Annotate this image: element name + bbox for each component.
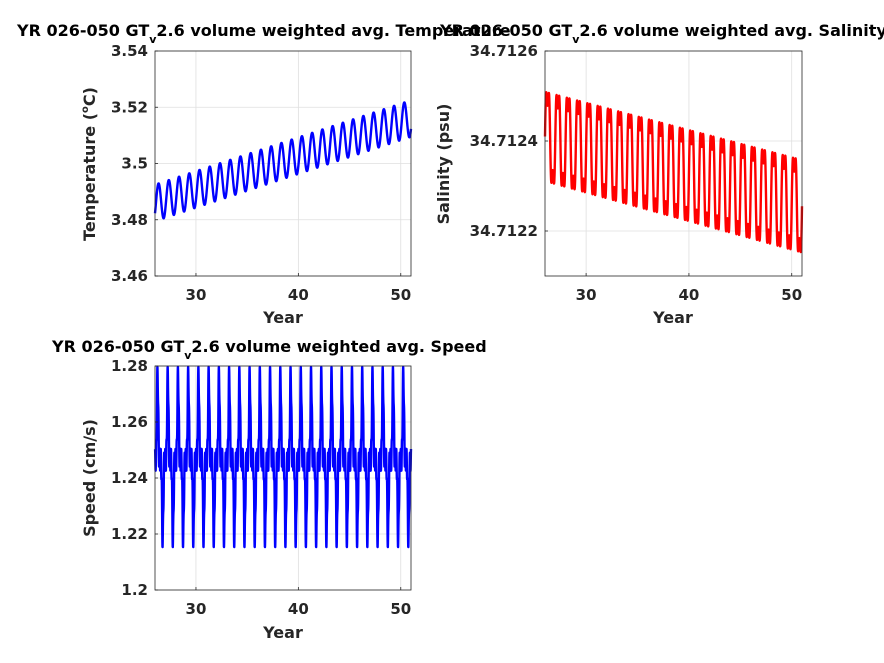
speed-series-line (153, 365, 413, 549)
temperature-ylabel: Temperature (oC) (80, 87, 99, 241)
temperature-xtick-label: 50 (390, 286, 411, 304)
salinity-xtick-label: 40 (678, 286, 699, 304)
speed-ytick-label: 1.24 (111, 469, 148, 487)
speed-panel: YR 026-050 GTv2.6 volume weighted avg. S… (51, 337, 487, 642)
temperature-xlabel: Year (262, 308, 303, 327)
temperature-ytick-label: 3.48 (111, 211, 148, 229)
speed-title: YR 026-050 GTv2.6 volume weighted avg. S… (51, 337, 487, 362)
salinity-xtick-label: 50 (781, 286, 802, 304)
salinity-ytick-label: 34.7126 (470, 42, 538, 60)
temperature-ytick-label: 3.54 (111, 42, 148, 60)
speed-xtick-label: 50 (390, 600, 411, 618)
temperature-ytick-label: 3.5 (121, 155, 148, 173)
salinity-xlabel: Year (652, 308, 693, 327)
salinity-series-line (543, 91, 804, 254)
temperature-ytick-label: 3.52 (111, 98, 148, 116)
temperature-xtick-label: 30 (186, 286, 207, 304)
speed-ytick-label: 1.22 (111, 525, 148, 543)
salinity-panel: YR 026-050 GTv2.6 volume weighted avg. S… (434, 21, 884, 327)
speed-ylabel: Speed (cm/s) (80, 419, 99, 537)
temperature-panel: YR 026-050 GTv2.6 volume weighted avg. T… (16, 21, 511, 327)
temperature-axes-frame (154, 50, 412, 277)
salinity-xtick-label: 30 (576, 286, 597, 304)
salinity-title: YR 026-050 GTv2.6 volume weighted avg. S… (439, 21, 884, 46)
speed-ytick-label: 1.26 (111, 413, 148, 431)
temperature-series-line (153, 101, 413, 220)
temperature-ytick-label: 3.46 (111, 267, 148, 285)
speed-ytick-label: 1.2 (121, 581, 148, 599)
temperature-title: YR 026-050 GTv2.6 volume weighted avg. T… (16, 21, 511, 46)
temperature-xtick-label: 40 (288, 286, 309, 304)
speed-ytick-label: 1.28 (111, 357, 148, 375)
salinity-axes-frame (544, 50, 803, 277)
speed-xtick-label: 30 (186, 600, 207, 618)
speed-axes-frame (154, 365, 412, 591)
salinity-ytick-label: 34.7122 (470, 222, 538, 240)
salinity-ylabel: Salinity (psu) (434, 104, 453, 225)
speed-xtick-label: 40 (288, 600, 309, 618)
speed-xlabel: Year (262, 623, 303, 642)
salinity-ytick-label: 34.7124 (470, 132, 538, 150)
